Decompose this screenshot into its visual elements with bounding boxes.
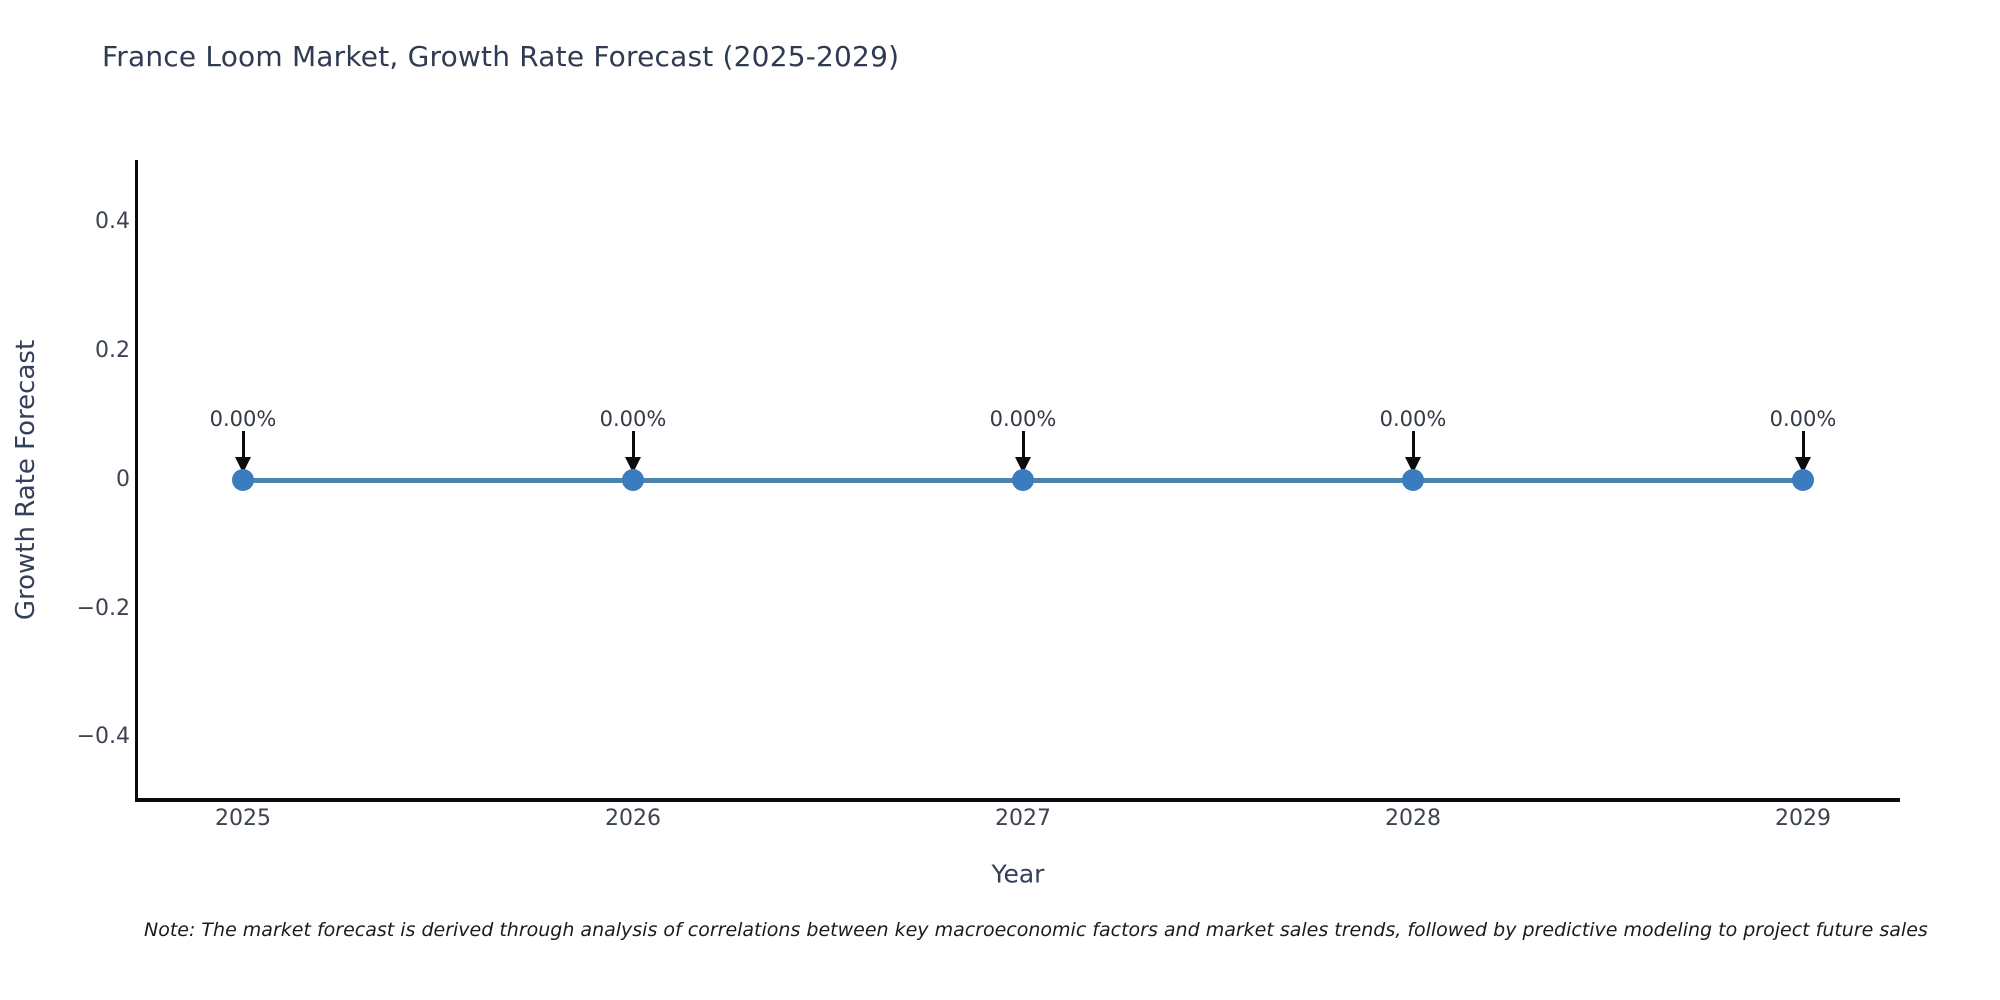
annotation-arrow-stem (632, 431, 635, 458)
point-annotation: 0.00% (599, 407, 667, 431)
chart-title: France Loom Market, Growth Rate Forecast… (102, 40, 900, 73)
annotation-arrow-stem (242, 431, 245, 458)
x-tick-label: 2029 (1775, 806, 1831, 831)
y-tick-label: 0.2 (95, 338, 130, 363)
y-tick-label: −0.4 (76, 724, 130, 749)
y-tick-label: 0.4 (95, 209, 130, 234)
footnote: Note: The market forecast is derived thr… (144, 919, 1928, 941)
x-tick-label: 2025 (215, 806, 271, 831)
point-annotation: 0.00% (1769, 407, 1837, 431)
data-point-marker (232, 469, 254, 491)
x-tick-label: 2026 (605, 806, 661, 831)
x-tick-label: 2027 (995, 806, 1051, 831)
data-point-marker (622, 469, 644, 491)
annotation-arrow-stem (1022, 431, 1025, 458)
data-point-marker (1012, 469, 1034, 491)
y-tick-label: 0 (116, 467, 130, 492)
y-axis-spine (135, 160, 138, 802)
x-tick-label: 2028 (1385, 806, 1441, 831)
point-annotation: 0.00% (989, 407, 1057, 431)
annotation-arrow-stem (1412, 431, 1415, 458)
point-annotation: 0.00% (209, 407, 277, 431)
data-point-marker (1792, 469, 1814, 491)
x-axis-spine (135, 798, 1900, 802)
annotation-arrow-stem (1802, 431, 1805, 458)
data-point-marker (1402, 469, 1424, 491)
point-annotation: 0.00% (1379, 407, 1447, 431)
y-tick-label: −0.2 (76, 596, 130, 621)
x-axis-label: Year (991, 859, 1045, 889)
